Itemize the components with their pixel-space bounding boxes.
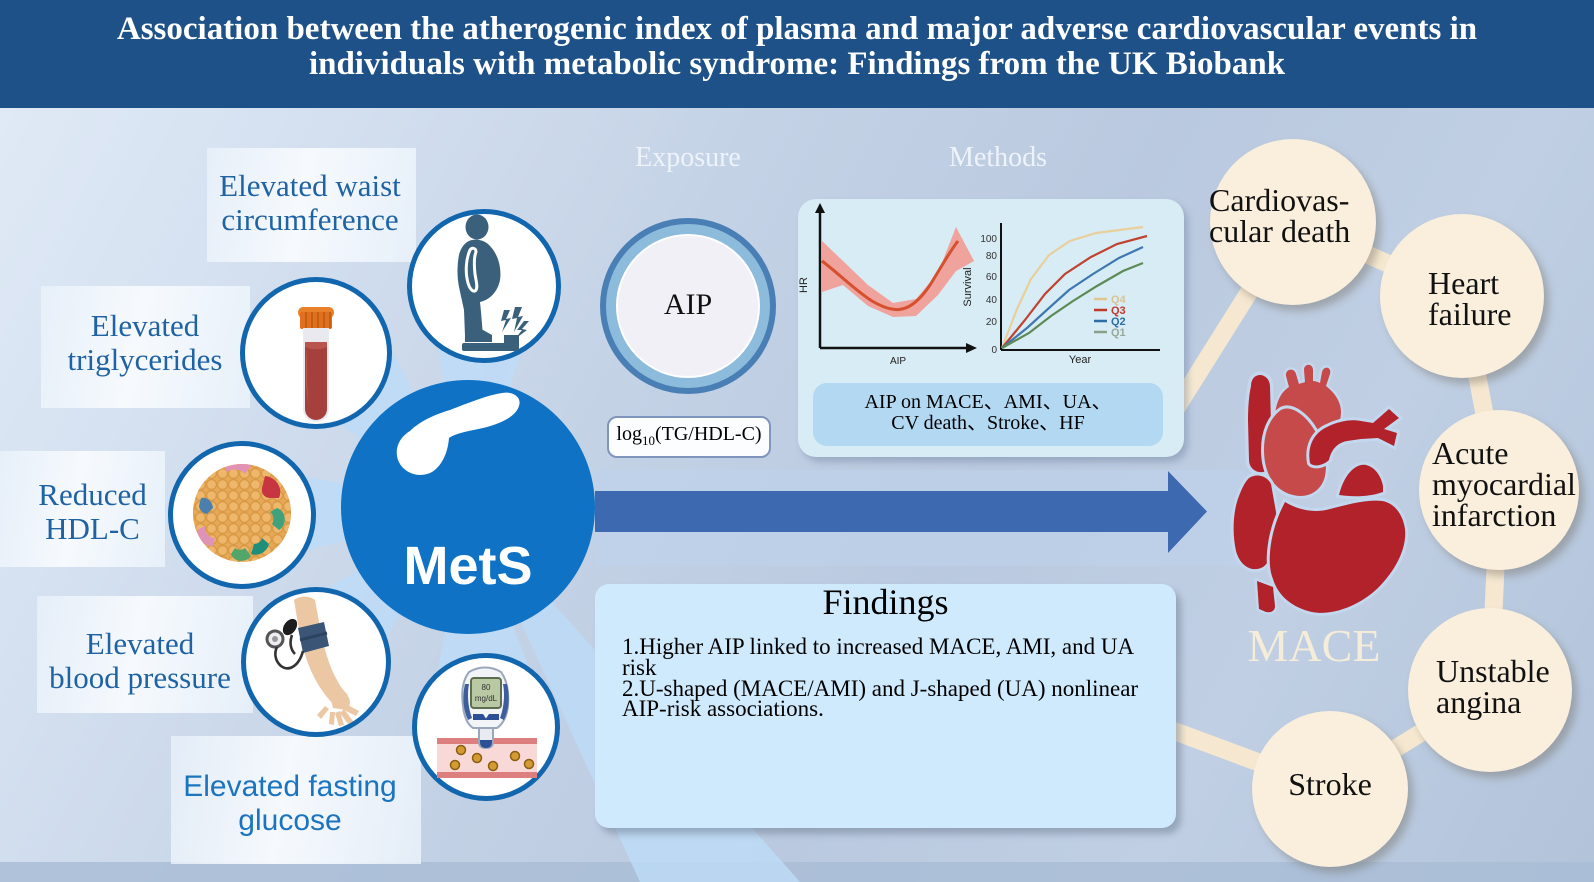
svg-text:0: 0	[991, 345, 997, 356]
svg-text:mg/dL: mg/dL	[475, 694, 498, 703]
svg-text:Q1: Q1	[1111, 327, 1126, 339]
svg-text:60: 60	[986, 272, 998, 283]
svg-text:Year: Year	[1069, 354, 1092, 366]
svg-text:HR: HR	[798, 277, 810, 293]
svg-text:20: 20	[986, 317, 998, 328]
svg-text:Survival: Survival	[962, 267, 974, 306]
svg-text:100: 100	[980, 234, 997, 245]
svg-text:Q2: Q2	[1111, 316, 1126, 328]
svg-text:Q4: Q4	[1111, 294, 1127, 306]
svg-text:AIP: AIP	[890, 356, 906, 367]
svg-text:80: 80	[482, 683, 491, 692]
svg-text:80: 80	[986, 251, 998, 262]
svg-text:40: 40	[986, 295, 998, 306]
svg-text:Q3: Q3	[1111, 305, 1126, 317]
